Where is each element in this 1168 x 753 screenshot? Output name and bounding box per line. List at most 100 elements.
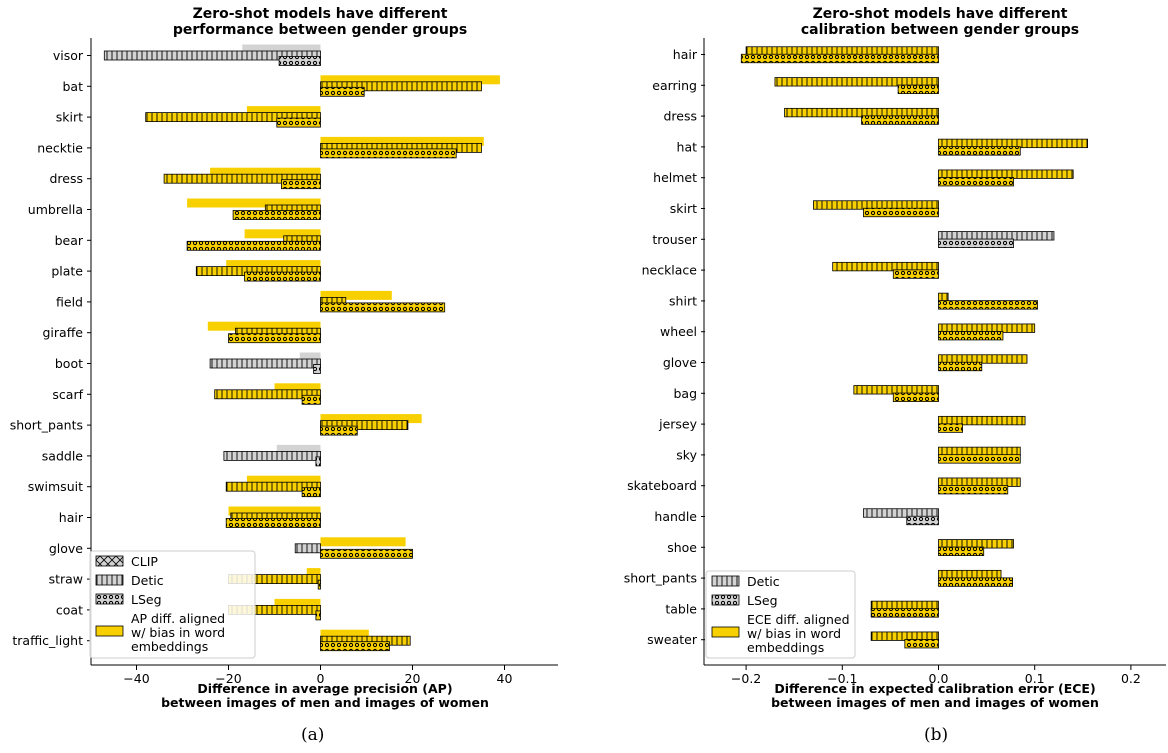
- bar-hatch-lseg: [320, 549, 413, 559]
- legend-label-lseg: LSeg: [747, 593, 778, 608]
- bar-hatch-detic: [938, 293, 949, 302]
- y-tick-label: dress: [663, 109, 697, 124]
- bar-hatch-lseg: [281, 179, 321, 189]
- y-tick-label: bear: [55, 233, 84, 248]
- bar-hatch-lseg: [318, 580, 321, 590]
- bar-hatch-lseg: [279, 56, 321, 66]
- bar-hatch-lseg: [938, 362, 982, 371]
- bar-hatch-lseg: [226, 518, 321, 528]
- bar-hatch-detic: [235, 328, 321, 338]
- bar-hatch-lseg: [244, 272, 321, 282]
- bar-hatch-lseg: [302, 395, 321, 405]
- bar-hatch-detic: [746, 46, 939, 56]
- bar-hatch-lseg: [863, 208, 939, 217]
- bar-hatch-lseg: [861, 115, 939, 125]
- x-ticks: −40 −20 0 20 40: [123, 665, 512, 686]
- bar-hatch-detic: [320, 297, 346, 307]
- legend-label-detic: Detic: [131, 573, 164, 588]
- legend-label-aligned-line-3: embeddings: [131, 639, 208, 654]
- bar-hatch-lseg: [233, 210, 321, 220]
- bar-hatch-detic: [832, 262, 939, 271]
- legend-frame: [705, 570, 856, 659]
- bar-hatch-detic: [104, 51, 321, 60]
- bar-hatch-lseg: [898, 85, 939, 94]
- y-tick-label: wheel: [660, 324, 697, 339]
- x-tick-label: 0.0: [929, 671, 949, 686]
- bar-hatch-detic: [938, 539, 1014, 549]
- y-tick-label: glove: [49, 541, 83, 556]
- bar-hatch-detic: [938, 323, 1035, 333]
- y-tick-label: necktie: [37, 140, 83, 155]
- y-tick-label: skirt: [56, 110, 83, 125]
- x-ticks: −0.2 −0.1 0.0 0.1 0.2: [731, 665, 1141, 686]
- panel-b: Zero-shot models have different calibrat…: [624, 6, 1166, 710]
- y-tick-label: dress: [49, 171, 83, 186]
- bar-hatch-lseg: [320, 426, 358, 436]
- bar-hatch-lseg: [302, 487, 321, 497]
- bar-clip: [242, 44, 321, 54]
- bar-hatch-detic: [320, 636, 411, 646]
- bar-hatch-detic: [938, 570, 1002, 579]
- x-tick-label: 20: [405, 671, 421, 686]
- x-tick-label: 40: [497, 671, 513, 686]
- bar-hatch-detic: [145, 112, 321, 122]
- bar-hatch-lseg: [938, 485, 1008, 494]
- bar-hatch-detic: [295, 543, 321, 553]
- bar-hatch-detic: [871, 631, 939, 641]
- y-tick-label: hair: [59, 510, 84, 525]
- panel-a: Zero-shot models have different performa…: [10, 6, 558, 710]
- x-tick-label: 0.1: [1025, 671, 1045, 686]
- y-tick-label: bag: [673, 386, 697, 401]
- bar-hatch-detic: [320, 81, 482, 91]
- y-tick-label: sky: [676, 447, 697, 462]
- legend-label-detic: Detic: [747, 574, 780, 589]
- bar-hatch-detic: [863, 508, 939, 518]
- bar-hatch-lseg: [938, 239, 1014, 248]
- y-tick-label: shirt: [669, 293, 697, 308]
- chart-title-line-1: Zero-shot models have different: [813, 6, 1068, 22]
- x-axis-label-line-1: Difference in expected calibration error…: [774, 681, 1095, 696]
- y-tick-label: shoe: [667, 540, 697, 555]
- bar-hatch-detic: [228, 574, 321, 584]
- legend-label-aligned-line-1: ECE diff. aligned: [747, 612, 850, 627]
- bar-clip: [320, 629, 369, 639]
- bar-hatch-detic: [774, 77, 939, 87]
- bar-hatch-lseg: [938, 177, 1014, 186]
- bar-clip: [306, 568, 321, 578]
- y-tick-label: scarf: [52, 387, 83, 402]
- bar-hatch-detic: [853, 385, 939, 395]
- y-tick-label: helmet: [653, 170, 697, 185]
- x-tick-label: −0.1: [827, 671, 857, 686]
- bar-hatch-lseg: [320, 87, 365, 97]
- y-tick-label: table: [665, 601, 697, 616]
- bar-clip: [207, 321, 321, 331]
- legend-label-clip: CLIP: [131, 554, 158, 569]
- y-ticks: visor bat skirt necktie dress umbrella bear pla…: [10, 48, 91, 648]
- legend-swatch-clip-hatch: [96, 556, 123, 566]
- legend-label-aligned-line-2: w/ bias in word: [747, 626, 841, 641]
- bar-hatch-detic: [938, 477, 1021, 487]
- y-tick-label: necklace: [642, 263, 698, 278]
- bar-clip: [274, 383, 321, 393]
- legend-label-aligned-line-3: embeddings: [747, 640, 824, 655]
- y-tick-label: short_pants: [624, 571, 697, 586]
- bar-hatch-lseg: [938, 300, 1038, 310]
- bar-hatch-lseg: [315, 610, 321, 620]
- caption-b: (b): [924, 725, 948, 745]
- bar-hatch-lseg: [320, 302, 445, 312]
- bar-clip: [320, 537, 406, 547]
- y-tick-label: trouser: [652, 232, 698, 247]
- bar-clip: [210, 167, 321, 177]
- legend-swatch-detic-hatch: [712, 576, 739, 586]
- bar-hatch-detic: [226, 482, 321, 492]
- y-tick-label: field: [56, 294, 83, 309]
- bar-hatch-detic: [320, 420, 408, 430]
- legend-swatch-aligned: [711, 626, 740, 638]
- bar-hatch-detic: [320, 143, 482, 153]
- legend: Detic LSeg ECE diff. aligned w/ bias in …: [705, 570, 856, 659]
- bar-clip: [320, 414, 422, 424]
- y-tick-label: swimsuit: [28, 479, 83, 494]
- bar-hatch-detic: [283, 235, 321, 245]
- y-tick-label: handle: [654, 509, 697, 524]
